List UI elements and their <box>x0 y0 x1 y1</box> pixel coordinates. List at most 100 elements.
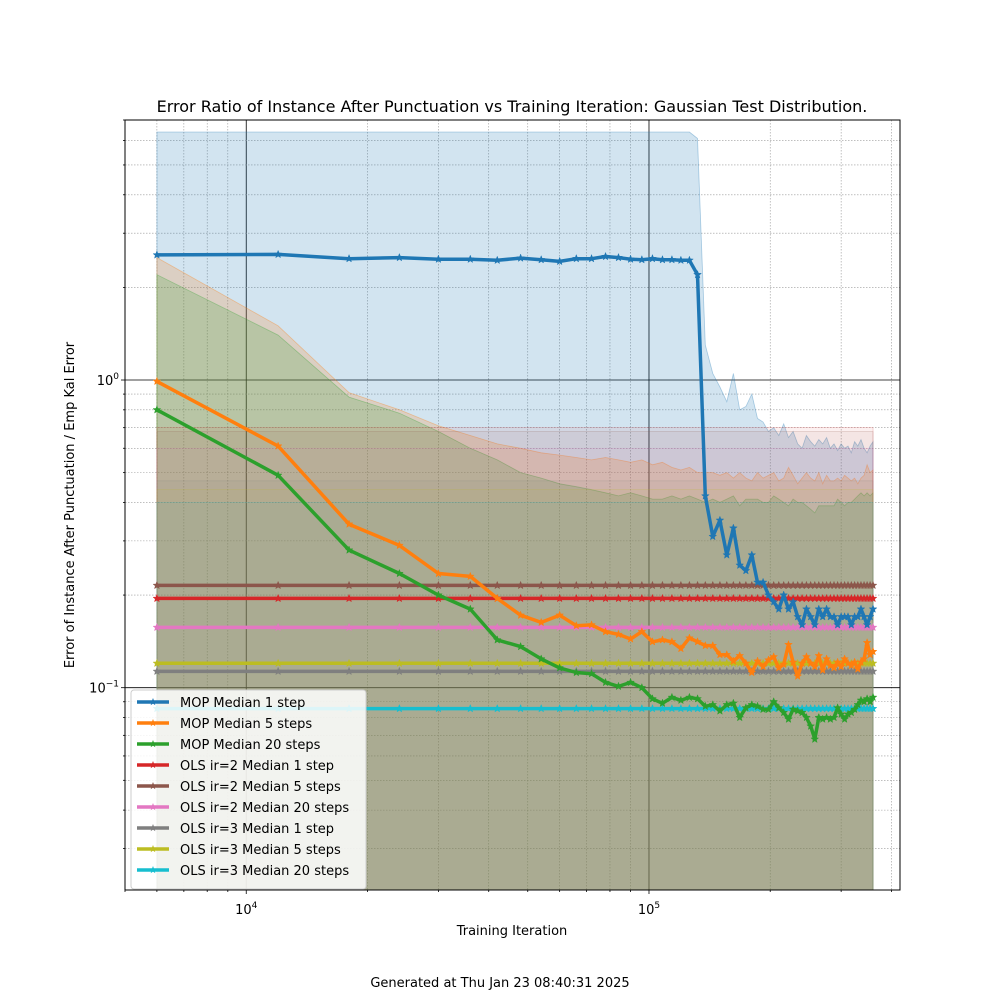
legend-marker <box>149 719 157 727</box>
point-ols-ir-3-median-1-step <box>492 666 502 676</box>
point-mop-median-20-steps <box>814 712 824 722</box>
point-ols-ir-2-median-5-steps <box>492 580 502 590</box>
point-mop-median-5-steps <box>614 629 623 639</box>
point-mop-median-20-steps <box>492 635 502 644</box>
point-ols-ir-3-median-20-steps <box>626 703 636 713</box>
point-ols-ir-2-median-5-steps <box>152 580 162 590</box>
point-ols-ir-3-median-20-steps <box>516 703 526 713</box>
point-mop-median-20-steps <box>822 712 832 722</box>
point-mop-median-5-steps <box>868 646 878 656</box>
point-ols-ir-3-median-5-steps <box>868 658 878 668</box>
point-mop-median-5-steps <box>637 627 647 636</box>
point-mop-median-20-steps <box>614 681 623 691</box>
point-mop-median-20-steps <box>728 698 738 708</box>
point-mop-median-1-step <box>806 612 816 621</box>
point-ols-ir-3-median-20-steps <box>394 703 404 713</box>
point-ols-ir-3-median-5-steps <box>647 658 657 668</box>
point-mop-median-20-steps <box>637 682 647 692</box>
y-axis-label: Error of Instance After Punctuation / Em… <box>63 341 78 668</box>
point-mop-median-5-steps <box>728 656 738 665</box>
point-mop-median-5-steps <box>833 657 843 667</box>
point-mop-median-5-steps <box>492 593 502 603</box>
point-ols-ir-2-median-1-step <box>571 593 581 603</box>
point-ols-ir-3-median-20-steps <box>555 703 565 713</box>
point-ols-ir-3-median-1-step <box>657 666 667 676</box>
point-ols-ir-2-median-5-steps <box>465 580 475 590</box>
point-mop-median-1-step <box>833 620 843 629</box>
point-ols-ir-3-median-20-steps <box>647 703 657 713</box>
point-mop-median-1-step <box>769 597 779 606</box>
point-mop-median-1-step <box>637 255 647 264</box>
point-ols-ir-2-median-1-step <box>465 593 475 603</box>
point-mop-median-5-steps <box>793 671 803 680</box>
point-ols-ir-3-median-20-steps <box>433 703 443 713</box>
point-ols-ir-2-median-20-steps <box>492 622 502 632</box>
point-ols-ir-2-median-20-steps <box>647 622 657 632</box>
point-ols-ir-2-median-1-step <box>693 593 703 603</box>
point-mop-median-5-steps <box>862 638 872 647</box>
point-ols-ir-3-median-20-steps <box>571 703 581 713</box>
point-mop-median-20-steps <box>788 704 798 714</box>
point-mop-median-1-step <box>433 254 443 264</box>
legend-item: OLS ir=3 Median 1 step <box>137 822 334 837</box>
point-mop-median-5-steps <box>747 667 757 677</box>
legend: MOP Median 1 step MOP Median 5 steps MOP M… <box>130 689 367 890</box>
point-ols-ir-3-median-1-step <box>601 666 611 676</box>
legend-label: OLS ir=2 Median 1 step <box>180 759 334 774</box>
point-mop-median-20-steps <box>536 654 546 663</box>
point-mop-median-5-steps <box>753 656 763 665</box>
series-lines <box>152 249 878 744</box>
point-mop-median-20-steps <box>700 701 710 711</box>
legend-label: MOP Median 20 steps <box>180 738 321 753</box>
point-mop-median-20-steps <box>693 694 703 703</box>
point-mop-median-5-steps <box>722 649 732 659</box>
point-mop-median-1-step <box>492 255 502 265</box>
point-ols-ir-3-median-20-steps <box>868 703 878 713</box>
point-ols-ir-2-median-5-steps <box>676 580 686 590</box>
point-mop-median-1-step <box>758 577 768 587</box>
point-ols-ir-3-median-5-steps <box>433 658 443 668</box>
point-mop-median-1-step <box>555 256 565 266</box>
point-ols-ir-2-median-5-steps <box>708 580 718 590</box>
point-mop-median-20-steps <box>865 697 875 706</box>
chart-title: Error Ratio of Instance After Punctuatio… <box>157 97 868 116</box>
point-ols-ir-3-median-20-steps <box>492 703 502 713</box>
point-ols-ir-3-median-1-step <box>684 666 694 676</box>
point-ols-ir-3-median-5-steps <box>684 658 694 668</box>
point-ols-ir-3-median-20-steps <box>657 703 667 713</box>
point-ols-ir-2-median-20-steps <box>676 622 686 632</box>
point-ols-ir-3-median-5-steps <box>614 658 623 668</box>
point-ols-ir-3-median-5-steps <box>667 658 677 668</box>
legend-label: OLS ir=3 Median 5 steps <box>180 843 341 858</box>
point-ols-ir-3-median-5-steps <box>344 658 354 668</box>
point-mop-median-5-steps <box>708 640 718 650</box>
point-ols-ir-3-median-20-steps <box>637 703 647 713</box>
point-mop-median-5-steps <box>758 661 768 671</box>
point-mop-median-5-steps <box>433 568 443 578</box>
legend-label: MOP Median 1 step <box>180 696 305 711</box>
legend-marker <box>149 803 157 811</box>
legend-label: MOP Median 5 steps <box>180 717 312 732</box>
point-ols-ir-2-median-1-step <box>152 593 162 603</box>
point-ols-ir-3-median-1-step <box>152 666 162 676</box>
point-mop-median-20-steps <box>829 712 839 722</box>
point-mop-median-5-steps <box>853 664 863 673</box>
point-ols-ir-2-median-1-step <box>536 593 546 603</box>
point-mop-median-5-steps <box>797 658 807 668</box>
point-ols-ir-3-median-5-steps <box>708 658 718 668</box>
point-mop-median-1-step <box>614 252 623 262</box>
point-mop-median-20-steps <box>601 677 611 687</box>
point-ols-ir-2-median-20-steps <box>394 622 404 632</box>
point-ols-ir-3-median-20-steps <box>465 703 475 713</box>
point-ols-ir-2-median-5-steps <box>601 580 611 590</box>
legend-item: OLS ir=2 Median 5 steps <box>137 780 341 795</box>
point-mop-median-5-steps <box>859 654 869 663</box>
x-tick-label: 104 <box>235 901 258 918</box>
point-ols-ir-3-median-5-steps <box>700 658 710 668</box>
point-ols-ir-2-median-20-steps <box>344 622 354 632</box>
point-ols-ir-3-median-20-steps <box>536 703 546 713</box>
point-mop-median-20-steps <box>516 641 526 651</box>
point-mop-median-1-step <box>587 253 597 263</box>
point-ols-ir-3-median-20-steps <box>614 703 623 713</box>
point-mop-median-5-steps <box>516 610 526 620</box>
